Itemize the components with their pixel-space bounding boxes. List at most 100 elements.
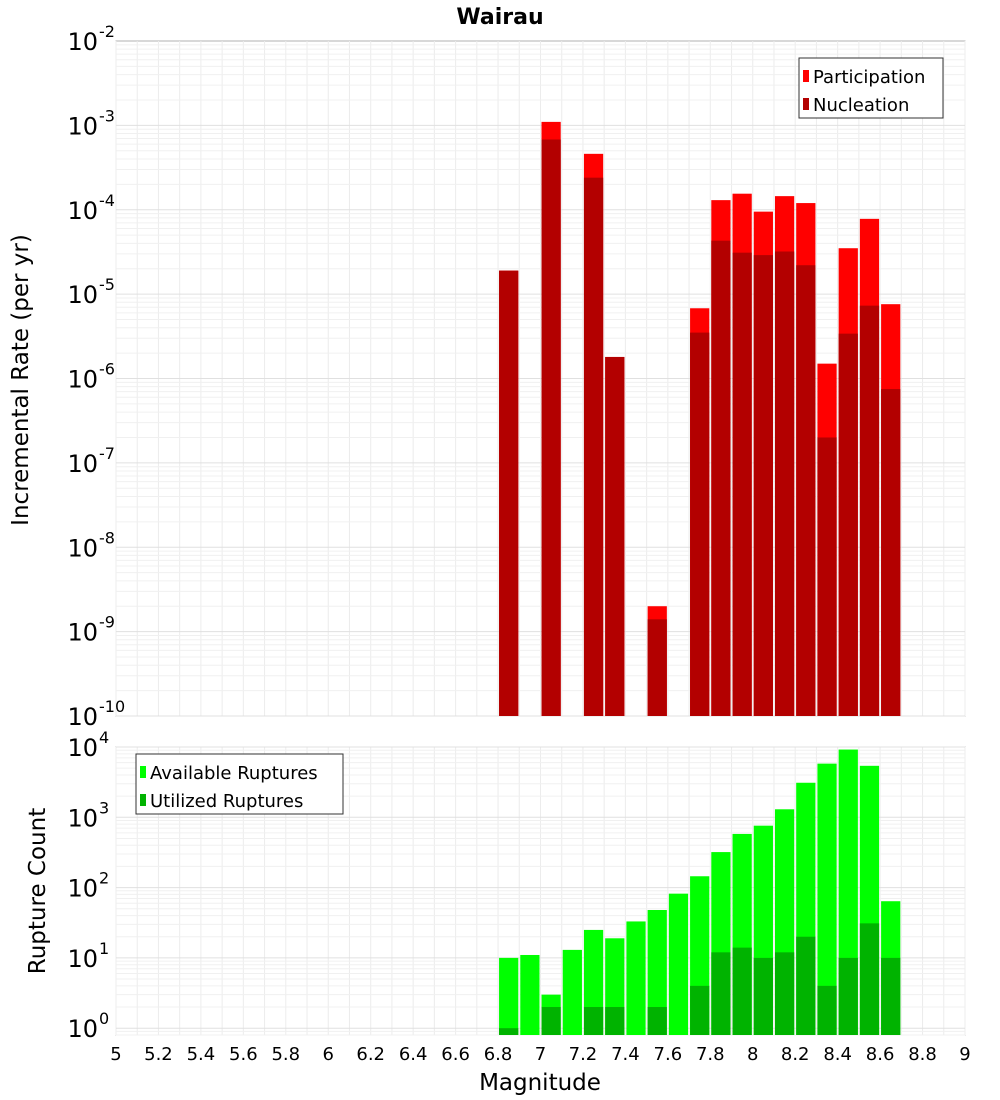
bottom-bar-series1 [668, 893, 689, 1035]
top-y-tick-exponent: -3 [99, 106, 115, 125]
x-tick-label: 6.2 [356, 1044, 385, 1065]
chart-title: Wairau [456, 5, 543, 30]
bottom-bar-series2 [774, 952, 795, 1035]
bottom-y-tick: 10 4 [67, 728, 109, 762]
x-tick-label: 7.4 [611, 1044, 640, 1065]
x-tick-label: 8.4 [823, 1044, 852, 1065]
top-bar-series2 [732, 252, 752, 716]
bottom-bar-series1 [520, 954, 540, 1035]
top-y-tick: 10 -10 [67, 697, 125, 731]
top-bar-series2 [796, 265, 816, 716]
x-tick-label: 5.8 [271, 1044, 300, 1065]
x-tick-labels: 5 5.2 5.4 5.6 5.8 6 6.2 6.4 6.6 6.8 7 7.2 7.4 7.6 7.8 8… [110, 1044, 970, 1065]
bottom-bar-series2 [817, 985, 837, 1035]
top-grid [115, 41, 966, 717]
top-y-tick: 10 -8 [67, 528, 115, 562]
top-bar-series2 [499, 270, 519, 716]
top-y-tick-exponent: -2 [99, 22, 115, 41]
bottom-bar-series2 [881, 957, 901, 1035]
bottom-bar-series2 [583, 1007, 604, 1035]
top-bar-series2 [647, 619, 667, 716]
top-y-tick-base: 10 [67, 281, 98, 309]
bottom-y-tick-exponent: 1 [99, 939, 109, 958]
top-bar-series2 [541, 139, 561, 716]
bottom-bar-series1 [647, 910, 667, 1035]
bottom-y-axis-label: Rupture Count [25, 808, 51, 974]
x-tick-label: 8.2 [781, 1044, 810, 1065]
top-y-tick-base: 10 [67, 28, 98, 56]
bottom-bar-series1 [626, 921, 646, 1035]
x-tick-label: 8.6 [866, 1044, 895, 1065]
bottom-y-tick-exponent: 4 [99, 728, 109, 747]
top-y-tick-base: 10 [67, 366, 98, 394]
x-tick-label: 6.8 [484, 1044, 513, 1065]
top-y-tick: 10 -3 [67, 106, 115, 140]
top-y-tick-base: 10 [67, 534, 98, 562]
top-bar-series2 [605, 356, 625, 716]
top-bar-series2 [859, 305, 880, 716]
top-y-tick-base: 10 [67, 450, 98, 478]
top-bar-series2 [817, 437, 837, 716]
bottom-y-tick-base: 10 [67, 875, 98, 903]
bottom-y-tick: 10 1 [67, 939, 109, 973]
bottom-legend-swatch [140, 766, 146, 778]
bottom-y-tick-base: 10 [67, 1015, 98, 1043]
bottom-y-tick-exponent: 2 [99, 869, 109, 888]
top-y-tick-exponent: -10 [99, 697, 125, 716]
bottom-bar-series2 [838, 957, 858, 1035]
bottom-bar-series2 [541, 1007, 561, 1035]
bottom-bar-series2 [753, 957, 773, 1035]
top-y-tick: 10 -5 [67, 275, 115, 309]
x-tick-label: 5.6 [229, 1044, 258, 1065]
top-y-tick-base: 10 [67, 619, 98, 647]
top-y-tick-exponent: -6 [99, 360, 115, 379]
top-bars [499, 121, 901, 717]
top-y-tick: 10 -4 [67, 191, 115, 225]
top-y-tick-exponent: -8 [99, 528, 115, 547]
x-tick-label: 7 [535, 1044, 546, 1065]
top-bar-series2 [881, 389, 901, 716]
top-y-tick-base: 10 [67, 197, 98, 225]
bottom-y-tick-base: 10 [67, 734, 98, 762]
bottom-y-tick-base: 10 [67, 804, 98, 832]
top-bar-series2 [838, 333, 858, 716]
top-legend-label: Nucleation [813, 95, 909, 116]
top-y-tick-exponent: -5 [99, 275, 115, 294]
bottom-bars [499, 749, 901, 1035]
bottom-y-tick: 10 2 [67, 869, 109, 903]
top-legend: Participation Nucleation [798, 57, 944, 119]
bottom-bar-series2 [690, 985, 710, 1035]
bottom-bar-series1 [817, 763, 837, 1035]
top-y-tick: 10 -7 [67, 444, 115, 478]
bottom-y-tick-exponent: 3 [99, 798, 109, 817]
x-tick-label: 9 [959, 1044, 970, 1065]
top-bar-series2 [774, 251, 795, 716]
x-tick-label: 6 [323, 1044, 334, 1065]
top-y-tick-exponent: -4 [99, 191, 115, 210]
bottom-bar-series1 [499, 957, 519, 1035]
x-tick-label: 8 [747, 1044, 758, 1065]
top-legend-box [798, 57, 944, 119]
top-y-tick-exponent: -9 [99, 613, 115, 632]
x-tick-label: 6.4 [399, 1044, 428, 1065]
top-y-tick: 10 -2 [67, 22, 115, 56]
bottom-bar-series2 [796, 936, 816, 1035]
bottom-legend: Available Ruptures Utilized Ruptures [135, 753, 344, 815]
x-axis-label: Magnitude [479, 1070, 601, 1096]
top-bar-series2 [583, 177, 604, 716]
top-legend-swatch [803, 98, 809, 110]
top-y-tick: 10 -6 [67, 360, 115, 394]
top-bar-series2 [690, 332, 710, 716]
top-y-tick: 10 -9 [67, 613, 115, 647]
top-bar-series2 [711, 240, 731, 717]
bottom-legend-swatch [140, 794, 146, 806]
x-tick-label: 5.4 [187, 1044, 216, 1065]
top-y-tick-base: 10 [67, 703, 98, 731]
bottom-bar-series1 [562, 949, 582, 1035]
bottom-bar-series2 [605, 1007, 625, 1035]
bottom-y-tick-exponent: 0 [99, 1009, 109, 1028]
